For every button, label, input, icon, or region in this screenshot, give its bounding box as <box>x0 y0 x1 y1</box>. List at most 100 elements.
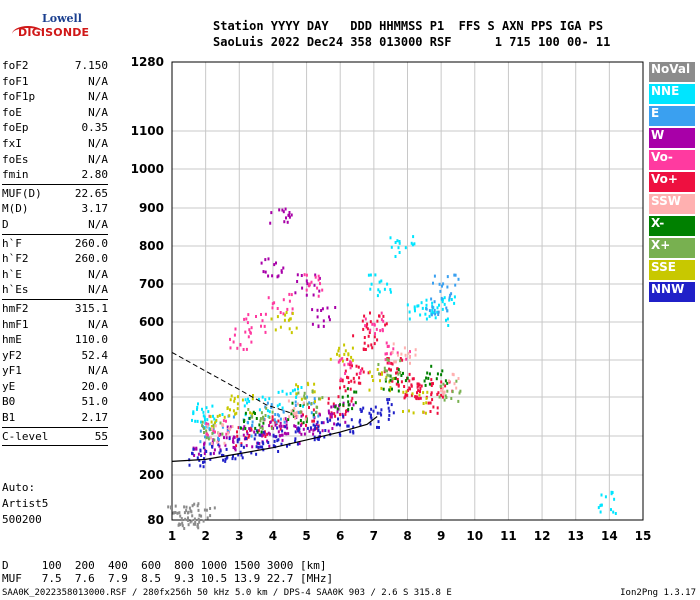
echo-point <box>441 284 443 288</box>
echo-point <box>349 430 352 434</box>
echo-point <box>283 431 286 435</box>
echo-point <box>396 239 399 243</box>
echo-point <box>288 415 291 419</box>
param-label: hmF1 <box>2 317 29 331</box>
echo-point <box>286 220 289 224</box>
echo-point <box>357 381 360 385</box>
echo-point <box>429 401 432 405</box>
param-row: foF1 N/A <box>2 74 108 90</box>
echo-point <box>218 444 221 448</box>
echo-point <box>380 413 383 417</box>
echo-point <box>427 376 430 380</box>
echo-point <box>288 211 291 214</box>
echo-point <box>440 393 443 397</box>
echo-point <box>332 402 335 406</box>
echo-point <box>233 397 236 400</box>
echo-point <box>221 413 224 416</box>
echo-point <box>236 438 239 442</box>
echo-point <box>236 402 239 406</box>
echo-point <box>276 426 279 430</box>
echo-point <box>450 292 453 296</box>
echo-point <box>305 288 308 292</box>
echo-point <box>262 421 265 425</box>
echo-point <box>262 430 265 434</box>
echo-point <box>263 430 266 434</box>
echo-point <box>245 347 248 351</box>
echo-point <box>267 274 270 278</box>
echo-point <box>198 513 201 517</box>
scaled-parameters-panel: foF2 7.150 foF1 N/A foF1p N/A foE N/A foEp 0.35 fx… <box>2 58 108 447</box>
y-tick-label: 200 <box>139 468 164 482</box>
echo-point <box>196 407 198 411</box>
echo-point <box>223 441 226 445</box>
echo-point <box>409 350 411 354</box>
echo-point <box>336 410 339 414</box>
echo-point <box>264 312 267 316</box>
polarization-legend: NoVal NNE E W Vo- Vo+ SSW X- X+ SSE NNW <box>649 62 695 304</box>
echo-point <box>382 319 385 323</box>
echo-point <box>398 251 401 254</box>
echo-point <box>416 382 419 386</box>
echo-point <box>347 403 350 407</box>
echo-point <box>436 372 439 376</box>
echo-point <box>327 397 330 401</box>
x-tick-label: 3 <box>235 529 243 543</box>
echo-point <box>350 361 353 365</box>
echo-point <box>236 346 239 350</box>
echo-point <box>380 318 383 322</box>
echo-point <box>236 407 239 411</box>
echo-point <box>251 397 254 401</box>
echo-point <box>260 411 263 415</box>
echo-point <box>426 390 429 394</box>
echo-point <box>178 511 181 515</box>
echo-point <box>459 389 462 393</box>
echo-point <box>269 221 272 225</box>
echo-point <box>336 352 338 356</box>
echo-point <box>388 380 391 384</box>
echo-point <box>341 412 344 416</box>
echo-point <box>312 293 315 297</box>
echo-point <box>304 417 307 421</box>
echo-point <box>284 425 287 429</box>
echo-point <box>258 442 261 445</box>
echo-point <box>420 384 423 388</box>
echo-point <box>386 361 389 365</box>
echo-point <box>290 213 293 217</box>
echo-point <box>264 270 267 274</box>
echo-point <box>400 380 403 384</box>
echo-point <box>323 435 326 439</box>
echo-point <box>328 318 331 322</box>
echo-point <box>311 322 314 326</box>
echo-point <box>351 346 354 350</box>
param-value: N/A <box>88 105 108 119</box>
echo-point <box>425 376 428 380</box>
echo-point <box>240 444 243 447</box>
echo-point <box>183 527 186 530</box>
echo-point <box>297 421 300 425</box>
echo-point <box>418 383 421 387</box>
echo-point <box>268 410 271 414</box>
echo-point <box>322 319 325 323</box>
echo-point <box>447 324 450 327</box>
echo-point <box>442 282 445 286</box>
x-tick-label: 15 <box>635 529 652 543</box>
echo-point <box>262 442 265 446</box>
echo-point <box>437 310 440 314</box>
echo-point <box>212 429 215 433</box>
echo-point <box>203 415 206 419</box>
echo-point <box>243 419 246 422</box>
echo-point <box>432 405 435 409</box>
echo-point <box>384 369 387 373</box>
echo-point <box>434 316 437 320</box>
echo-point <box>247 435 250 439</box>
echo-point <box>438 303 440 307</box>
echo-point <box>299 419 302 422</box>
echo-point <box>241 398 244 402</box>
echo-point <box>355 364 358 368</box>
echo-point <box>453 301 456 305</box>
echo-point <box>392 342 395 346</box>
echo-point <box>235 444 238 448</box>
echo-point <box>416 304 419 308</box>
echo-point <box>173 511 176 515</box>
echo-point <box>341 378 344 382</box>
